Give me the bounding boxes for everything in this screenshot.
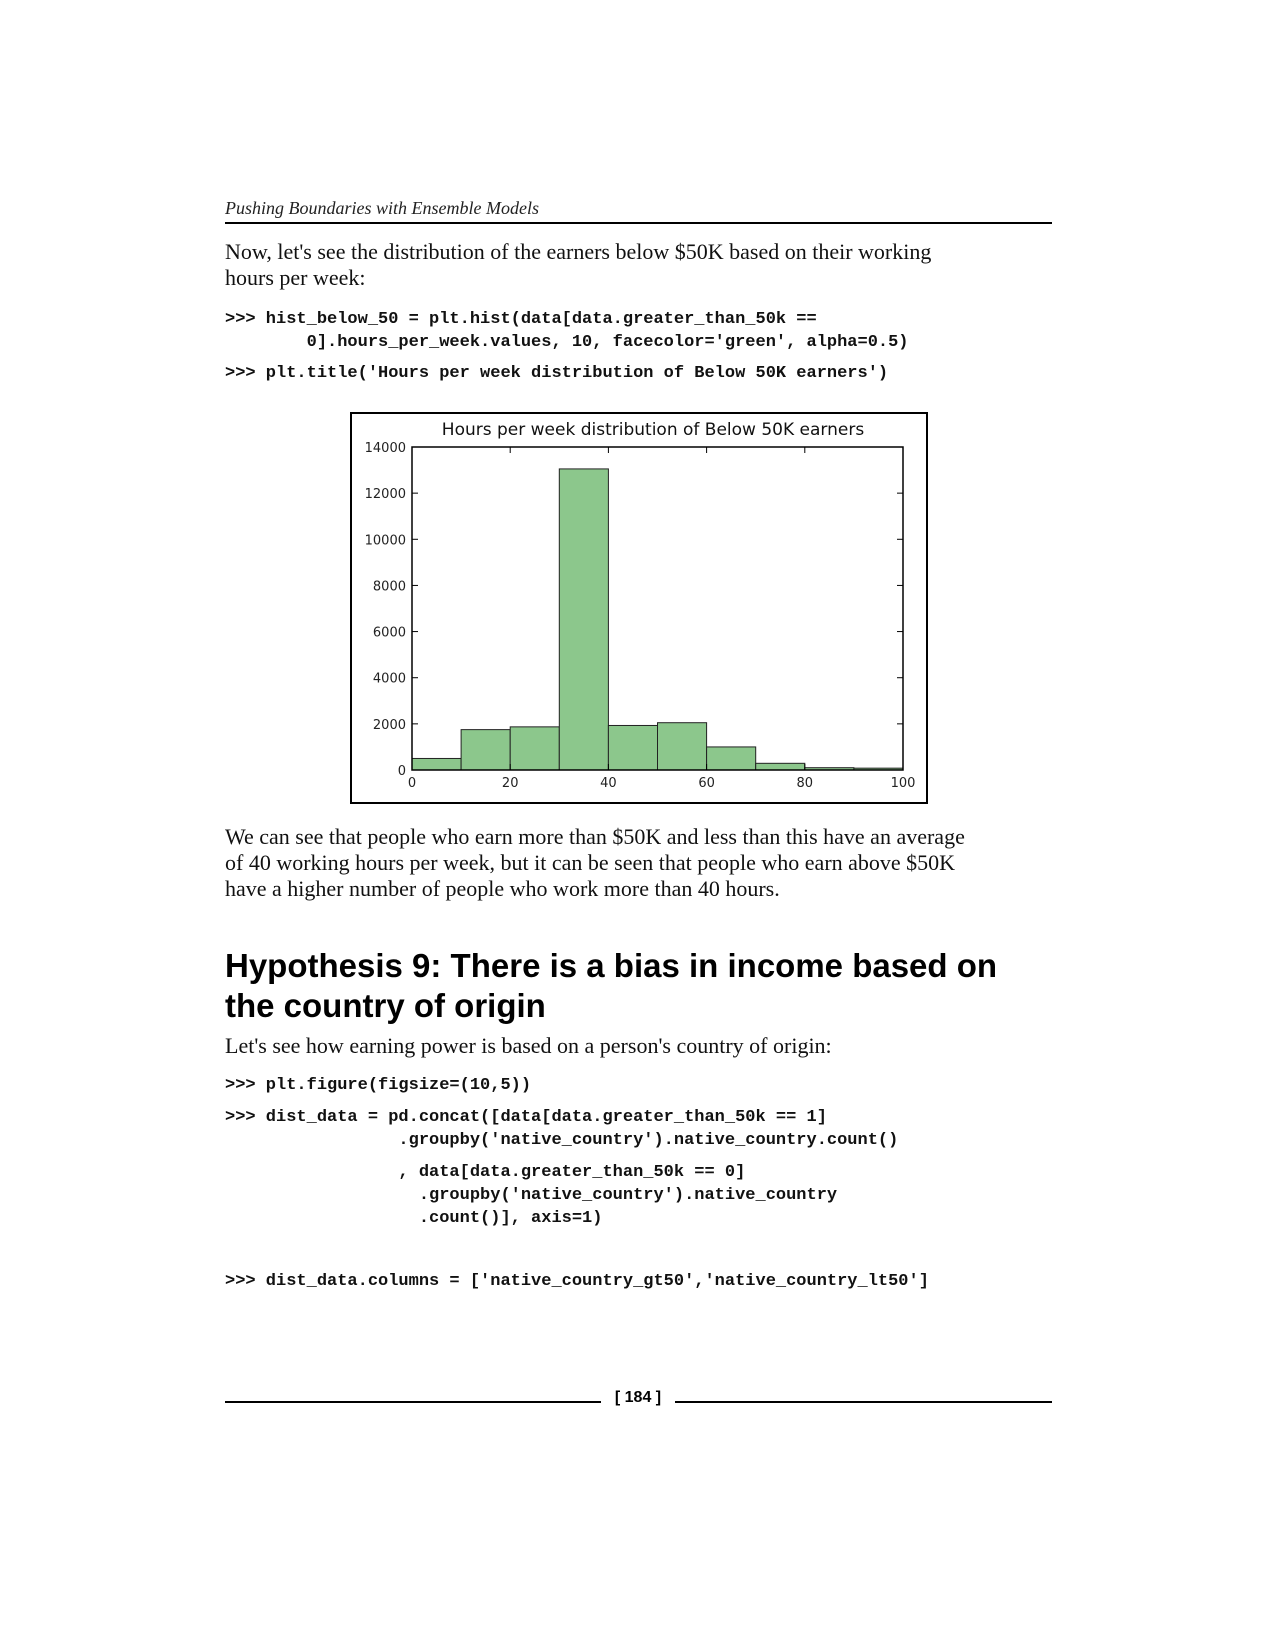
code-block-hist: >>> hist_below_50 = plt.hist(data[data.g… (225, 308, 1075, 385)
footer-rule-left (225, 1401, 601, 1403)
histogram-figure: Hours per week distribution of Below 50K… (350, 412, 928, 804)
code-line: 0].hours_per_week.values, 10, facecolor=… (225, 333, 909, 352)
x-tick-label: 80 (797, 776, 814, 791)
y-tick-label: 0 (398, 764, 406, 779)
y-tick-label: 10000 (365, 533, 406, 548)
code-line: .count()], axis=1) (225, 1209, 603, 1228)
y-tick-label: 8000 (373, 579, 406, 594)
intro-paragraph: Now, let's see the distribution of the e… (225, 239, 1052, 291)
y-tick-label: 14000 (365, 441, 406, 456)
page-number: [ 184 ] (614, 1389, 662, 1406)
histogram-bar (755, 762, 806, 771)
histogram-bar (460, 729, 511, 771)
running-header: Pushing Boundaries with Ensemble Models (225, 198, 1052, 224)
observation-line-1: We can see that people who earn more tha… (225, 824, 965, 849)
section-heading: Hypothesis 9: There is a bias in income … (225, 946, 1052, 1026)
code-line: >>> plt.title('Hours per week distributi… (225, 364, 889, 383)
x-tick-label: 0 (408, 776, 416, 791)
histogram-bar (607, 724, 658, 771)
y-tick-label: 6000 (373, 626, 406, 641)
histogram-bar (509, 726, 560, 771)
histogram-bar (706, 746, 757, 771)
axis-ticks: 0 20 40 60 80 100 0 2000 4000 6000 8000 10000 12000 1… (365, 441, 916, 791)
code-line: >>> dist_data = pd.concat([data[data.gre… (225, 1108, 827, 1127)
y-tick-label: 2000 (373, 718, 406, 733)
code-line: .groupby('native_country').native_countr… (225, 1131, 899, 1150)
histogram-bars (411, 468, 904, 771)
histogram-bar (657, 722, 708, 771)
section-heading-line-1: Hypothesis 9: There is a bias in income … (225, 947, 998, 984)
chart-title: Hours per week distribution of Below 50K… (442, 420, 865, 440)
histogram-bar (558, 468, 609, 771)
code-line: >>> plt.figure(figsize=(10,5)) (225, 1076, 532, 1095)
section-intro: Let's see how earning power is based on … (225, 1033, 832, 1058)
x-tick-label: 40 (600, 776, 617, 791)
y-tick-label: 12000 (365, 487, 406, 502)
observation-line-2: of 40 working hours per week, but it can… (225, 850, 956, 875)
x-tick-label: 100 (891, 776, 916, 791)
code-line: .groupby('native_country').native_countr… (225, 1186, 838, 1205)
section-heading-line-2: the country of origin (225, 987, 546, 1024)
observation-line-3: have a higher number of people who work … (225, 876, 780, 901)
code-line: >>> hist_below_50 = plt.hist(data[data.g… (225, 310, 817, 329)
y-tick-label: 4000 (373, 672, 406, 687)
code-line: , data[data.greater_than_50k == 0] (225, 1163, 746, 1182)
observation-paragraph: We can see that people who earn more tha… (225, 824, 1052, 902)
x-tick-label: 20 (502, 776, 519, 791)
histogram-chart: Hours per week distribution of Below 50K… (365, 420, 916, 791)
code-block-concat: >>> plt.figure(figsize=(10,5)) >>> dist_d… (225, 1074, 1075, 1293)
intro-line-2: hours per week: (225, 265, 366, 290)
histogram-bar (411, 757, 462, 771)
code-line: >>> dist_data.columns = ['native_country… (225, 1272, 929, 1291)
intro-line-1: Now, let's see the distribution of the e… (225, 239, 932, 264)
x-tick-label: 60 (698, 776, 715, 791)
footer-rule-right (675, 1401, 1052, 1403)
plot-area-border (411, 446, 904, 771)
